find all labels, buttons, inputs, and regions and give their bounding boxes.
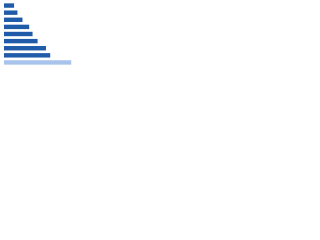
- bar: [4, 53, 51, 58]
- bar: [4, 60, 72, 65]
- bar: [4, 46, 46, 51]
- bar: [4, 17, 23, 22]
- bar: [4, 10, 18, 15]
- bar: [4, 31, 33, 37]
- chart: [4, 3, 72, 65]
- bar: [4, 3, 15, 8]
- page: {"chart_data": {"type": "hbar", "categor…: [0, 0, 100, 71]
- bar: [4, 38, 38, 44]
- bar: [4, 24, 30, 30]
